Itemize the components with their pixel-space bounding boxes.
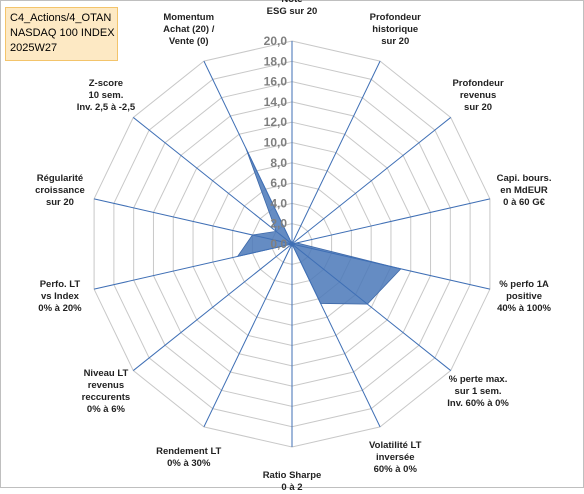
axis-label-line: revenus xyxy=(87,380,125,392)
tick-label: 0,0 xyxy=(270,237,287,251)
tick-label: 10,0 xyxy=(264,136,288,150)
chart-title-box: C4_Actions/4_OTAN NASDAQ 100 INDEX 2025W… xyxy=(5,7,118,61)
axis-label-line: Achat (20) / xyxy=(163,23,215,35)
series-area xyxy=(236,147,402,305)
title-line-2: NASDAQ 100 INDEX xyxy=(10,27,115,39)
axis-spoke xyxy=(291,243,452,371)
title-line-3: 2025W27 xyxy=(10,42,58,54)
tick-label: 8,0 xyxy=(270,156,287,170)
axis-label-line: Capi. bours. xyxy=(496,173,552,185)
axis-label: Ratio Sharpe 0 à 2 xyxy=(263,470,322,494)
axis-spoke xyxy=(203,243,293,428)
axis-label-line: vs Index xyxy=(40,290,79,302)
tick-label: 14,0 xyxy=(264,95,288,109)
axis-label: Profondeur revenus sur 20 xyxy=(452,78,503,114)
axis-label: Niveau LT revenus reccurents 0% à 6% xyxy=(82,368,131,416)
axis-label-line: 0% à 20% xyxy=(38,302,82,314)
axis-label: Profondeur historique sur 20 xyxy=(370,12,421,48)
axis-label-line: sur 1 sem. xyxy=(454,386,502,398)
axis-label-line: en MdEUR xyxy=(500,185,548,197)
axis-label-line: Profondeur xyxy=(452,77,504,89)
axis-label-line: inversée xyxy=(375,452,415,464)
axis-label: % perte max. sur 1 sem. Inv. 60% à 0% xyxy=(447,374,509,410)
axis-spoke xyxy=(93,243,293,290)
tick-label: 20,0 xyxy=(264,34,288,48)
radar-spokes xyxy=(93,41,491,447)
axis-label-line: sur 20 xyxy=(464,101,493,113)
axis-label-line: Vente (0) xyxy=(168,35,209,47)
axis-label-line: sur 20 xyxy=(45,197,74,209)
axis-label-line: 40% à 100% xyxy=(497,302,551,314)
axis-spoke xyxy=(132,243,293,371)
axis-label-line: positive xyxy=(506,290,542,302)
axis-label-line: 0 à 60 G€ xyxy=(503,197,545,209)
axis-spoke xyxy=(203,60,293,245)
axis-label-line: 0% à 30% xyxy=(167,458,211,470)
axis-label-line: revenus xyxy=(459,89,497,101)
axis-label-line: croissance xyxy=(35,185,85,197)
tick-label: 18,0 xyxy=(264,54,288,68)
axis-label-line: Régularité xyxy=(36,173,84,185)
axis-label-line: 0% à 6% xyxy=(86,404,125,416)
axis-label-line: Rendement LT xyxy=(156,446,222,458)
axis-label-line: 0 à 2 xyxy=(281,482,303,493)
axis-label-line: historique xyxy=(372,23,419,35)
tick-label: 16,0 xyxy=(264,75,288,89)
tick-label: 12,0 xyxy=(264,115,288,129)
axis-label-line: Niveau LT xyxy=(83,368,129,380)
axis-spoke xyxy=(291,60,381,245)
title-line-1: C4_Actions/4_OTAN xyxy=(10,12,112,24)
radar-series xyxy=(236,147,402,305)
axis-label-line: Ratio Sharpe xyxy=(262,470,322,481)
axis-label-line: 60% à 0% xyxy=(373,464,417,476)
axis-spoke xyxy=(291,243,491,290)
axis-label-line: Perfo. LT xyxy=(39,278,81,290)
axis-label-line: Volatilité LT xyxy=(369,440,422,452)
axis-label: Momentum Achat (20) / Vente (0) xyxy=(163,12,214,48)
axis-label-line: Inv. 2,5 à -2,5 xyxy=(76,101,136,113)
axis-label-line: reccurents xyxy=(81,392,131,404)
axis-spoke xyxy=(291,243,381,428)
axis-label: Rendement LT 0% à 30% xyxy=(156,446,221,470)
axis-label: NoteESG sur 20 xyxy=(267,0,318,18)
tick-label: 2,0 xyxy=(270,217,287,231)
axis-label-line: 10 sem. xyxy=(88,89,124,101)
axis-label: Régularité croissance sur 20 xyxy=(35,173,85,209)
tick-label: 6,0 xyxy=(270,176,287,190)
axis-spoke xyxy=(291,117,452,245)
axis-label: Perfo. LT vs Index 0% à 20% xyxy=(38,279,81,315)
axis-spoke xyxy=(93,198,293,245)
tick-label: 4,0 xyxy=(270,196,287,210)
axis-label: % perfo 1A positive 40% à 100% xyxy=(497,279,551,315)
axis-label-line: sur 20 xyxy=(381,35,410,47)
axis-label-line: Momentum xyxy=(163,11,215,23)
axis-label-line: Inv. 60% à 0% xyxy=(447,398,509,410)
axis-label-line: Note xyxy=(267,0,318,6)
axis-label: Capi. bours. en MdEUR 0 à 60 G€ xyxy=(497,173,552,209)
axis-label-line: ESG sur 20 xyxy=(266,6,318,17)
axis-label-line: % perte max. xyxy=(448,374,508,386)
axis-label-line: Z-score xyxy=(88,77,124,89)
axis-label-line: % perfo 1A xyxy=(499,278,549,290)
radar-tick-labels: 0,0 2,0 4,0 6,0 8,0 10,0 12,0 14,0 16,0 18,0 20,0 xyxy=(264,34,288,251)
axis-label-line: Profondeur xyxy=(369,11,421,23)
axis-label: Volatilité LT inversée 60% à 0% xyxy=(369,440,421,476)
axis-spoke xyxy=(132,117,293,245)
axis-spoke xyxy=(291,198,491,245)
axis-label: Z-score 10 sem. Inv. 2,5 à -2,5 xyxy=(77,78,135,114)
